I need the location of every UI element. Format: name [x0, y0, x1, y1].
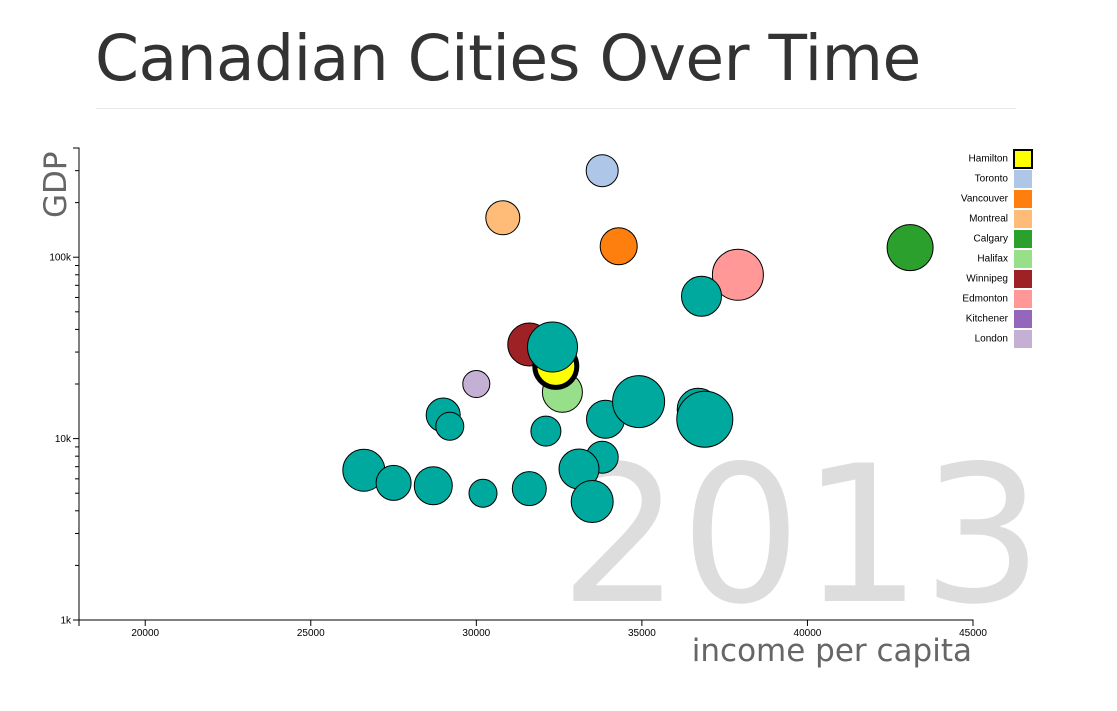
data-points [342, 154, 934, 523]
legend-label: Winnipeg [966, 274, 1008, 285]
legend-item-montreal[interactable]: Montreal [969, 210, 1032, 228]
point-edmonton[interactable] [711, 248, 764, 301]
legend-item-winnipeg[interactable]: Winnipeg [966, 270, 1032, 288]
x-tick-label: 25000 [297, 628, 325, 639]
legend-swatch [1013, 149, 1033, 169]
x-tick-label: 40000 [794, 628, 822, 639]
legend-label: Toronto [975, 174, 1009, 185]
point[interactable] [681, 275, 722, 317]
point-calgary[interactable] [886, 224, 934, 272]
legend-swatch [1014, 170, 1032, 188]
point[interactable] [530, 415, 562, 447]
axes: 20000 25000 30000 35000 40000 45000 1k 10k 100k [49, 147, 987, 639]
point-toronto[interactable] [585, 154, 619, 188]
legend-item-vancouver[interactable]: Vancouver [961, 190, 1032, 208]
legend-label: Montreal [969, 214, 1008, 225]
y-axis-title: GDP [38, 151, 74, 218]
point[interactable] [413, 466, 453, 506]
legend-label: Vancouver [961, 194, 1009, 205]
legend-label: Kitchener [966, 314, 1009, 325]
x-tick-label: 30000 [462, 628, 490, 639]
legend-label: Halifax [977, 254, 1008, 265]
legend: Hamilton Toronto Vancouver Montreal Calgary H… [961, 149, 1033, 348]
point[interactable] [612, 375, 666, 429]
y-tick-label: 1k [60, 616, 72, 627]
legend-swatch [1014, 310, 1032, 328]
legend-swatch [1014, 210, 1032, 228]
legend-item-toronto[interactable]: Toronto [975, 170, 1032, 188]
point[interactable] [676, 390, 734, 448]
legend-label: Calgary [974, 234, 1008, 245]
legend-item-edmonton[interactable]: Edmonton [962, 290, 1032, 308]
legend-swatch [1014, 290, 1032, 308]
point[interactable] [468, 478, 498, 508]
legend-item-kitchener[interactable]: Kitchener [966, 310, 1032, 328]
legend-swatch [1014, 190, 1032, 208]
legend-item-london[interactable]: London [975, 330, 1032, 348]
legend-item-hamilton[interactable]: Hamilton [969, 149, 1033, 169]
point[interactable] [435, 411, 465, 441]
legend-label: Edmonton [962, 294, 1008, 305]
point[interactable] [375, 464, 412, 501]
y-tick-label: 10k [55, 434, 72, 445]
legend-label: Hamilton [969, 154, 1008, 165]
point-london[interactable] [462, 370, 491, 398]
point[interactable] [527, 321, 578, 373]
legend-swatch [1014, 230, 1032, 248]
y-tick-label: 100k [49, 253, 72, 264]
legend-item-calgary[interactable]: Calgary [974, 230, 1032, 248]
legend-item-halifax[interactable]: Halifax [977, 250, 1032, 268]
legend-swatch [1014, 330, 1032, 348]
point-vancouver[interactable] [599, 227, 638, 266]
legend-swatch [1014, 270, 1032, 288]
legend-swatch [1014, 250, 1032, 268]
point[interactable] [570, 480, 614, 523]
legend-label: London [975, 334, 1008, 345]
point-montreal[interactable] [485, 200, 521, 236]
x-tick-label: 20000 [131, 628, 159, 639]
point[interactable] [511, 471, 547, 507]
x-axis-title: income per capita [692, 633, 972, 669]
year-label: 2013 [559, 425, 1043, 646]
x-tick-label: 45000 [959, 628, 987, 639]
x-tick-label: 35000 [628, 628, 656, 639]
page-title: Canadian Cities Over Time [95, 22, 921, 95]
title-divider [96, 108, 1016, 109]
